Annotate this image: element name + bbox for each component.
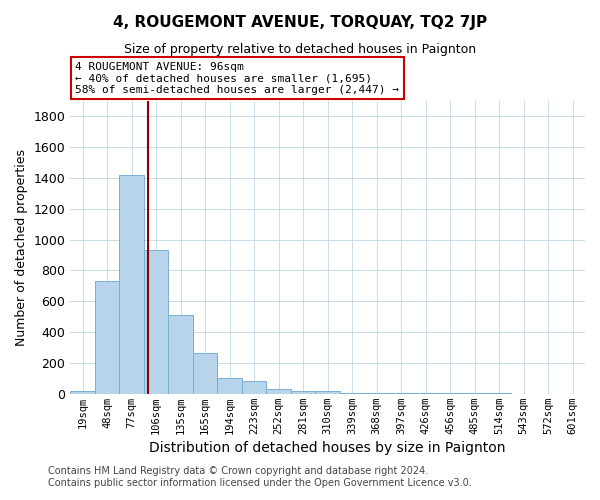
Bar	[364, 393, 389, 394]
Bar	[193, 353, 217, 394]
Bar	[340, 393, 364, 394]
Bar	[95, 282, 119, 394]
Bar	[316, 392, 340, 394]
Bar	[463, 393, 487, 394]
Bar	[169, 315, 193, 394]
Text: 4 ROUGEMONT AVENUE: 96sqm
← 40% of detached houses are smaller (1,695)
58% of se: 4 ROUGEMONT AVENUE: 96sqm ← 40% of detac…	[76, 62, 400, 95]
Text: Contains HM Land Registry data © Crown copyright and database right 2024.
Contai: Contains HM Land Registry data © Crown c…	[48, 466, 472, 487]
Bar	[266, 389, 291, 394]
Bar	[119, 175, 144, 394]
Bar	[389, 393, 413, 394]
X-axis label: Distribution of detached houses by size in Paignton: Distribution of detached houses by size …	[149, 441, 506, 455]
Text: 4, ROUGEMONT AVENUE, TORQUAY, TQ2 7JP: 4, ROUGEMONT AVENUE, TORQUAY, TQ2 7JP	[113, 15, 487, 30]
Bar	[70, 390, 95, 394]
Bar	[217, 378, 242, 394]
Bar	[291, 390, 316, 394]
Bar	[144, 250, 169, 394]
Bar	[438, 393, 463, 394]
Bar	[413, 393, 438, 394]
Bar	[242, 380, 266, 394]
Text: Size of property relative to detached houses in Paignton: Size of property relative to detached ho…	[124, 42, 476, 56]
Y-axis label: Number of detached properties: Number of detached properties	[15, 149, 28, 346]
